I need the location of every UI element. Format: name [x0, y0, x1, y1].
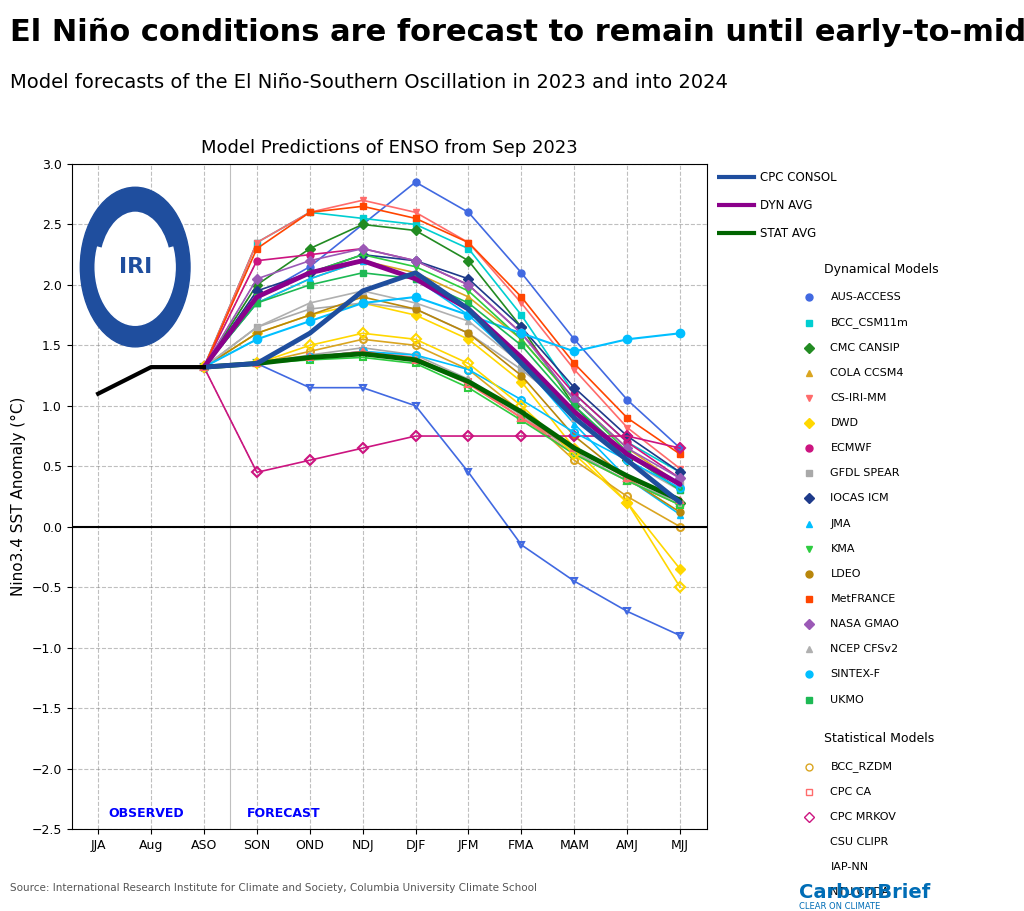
Text: IAP-NN: IAP-NN	[830, 862, 868, 872]
Text: SINTEX-F: SINTEX-F	[830, 670, 881, 680]
Text: STAT AVG: STAT AVG	[760, 227, 816, 240]
Text: GFDL SPEAR: GFDL SPEAR	[830, 468, 900, 478]
Text: DWD: DWD	[830, 418, 858, 428]
Text: El Niño conditions are forecast to remain until early-to-mid 2024: El Niño conditions are forecast to remai…	[10, 17, 1024, 47]
Text: CMC CANSIP: CMC CANSIP	[830, 343, 900, 353]
Text: NTU CODA: NTU CODA	[830, 887, 890, 897]
Text: IOCAS ICM: IOCAS ICM	[830, 494, 889, 504]
Text: Statistical Models: Statistical Models	[824, 732, 935, 745]
Text: CSU CLIPR: CSU CLIPR	[830, 837, 889, 847]
Text: COLA CCSM4: COLA CCSM4	[830, 368, 904, 378]
Text: KMA: KMA	[830, 544, 855, 554]
Text: BCC_CSM11m: BCC_CSM11m	[830, 317, 908, 328]
Y-axis label: Nino3.4 SST Anomaly (°C): Nino3.4 SST Anomaly (°C)	[11, 397, 26, 596]
Text: BCC_RZDM: BCC_RZDM	[830, 762, 893, 773]
Text: NASA GMAO: NASA GMAO	[830, 619, 899, 630]
Text: CPC CA: CPC CA	[830, 787, 871, 797]
Text: LDEO: LDEO	[830, 568, 861, 578]
Text: Source: International Research Institute for Climate and Society, Columbia Unive: Source: International Research Institute…	[10, 883, 538, 893]
Text: CarbonBrief: CarbonBrief	[799, 883, 930, 902]
Text: MetFRANCE: MetFRANCE	[830, 594, 896, 604]
Text: AUS-ACCESS: AUS-ACCESS	[830, 292, 901, 302]
Title: Model Predictions of ENSO from Sep 2023: Model Predictions of ENSO from Sep 2023	[201, 138, 578, 157]
Text: OBSERVED: OBSERVED	[108, 807, 183, 820]
Text: ECMWF: ECMWF	[830, 444, 872, 453]
Text: CLEAR ON CLIMATE: CLEAR ON CLIMATE	[799, 902, 880, 911]
Text: JMA: JMA	[830, 518, 851, 528]
Text: DYN AVG: DYN AVG	[760, 199, 812, 211]
Text: Dynamical Models: Dynamical Models	[824, 263, 939, 276]
Text: CS-IRI-MM: CS-IRI-MM	[830, 393, 887, 403]
Text: NCEP CFSv2: NCEP CFSv2	[830, 644, 899, 654]
Text: CPC CONSOL: CPC CONSOL	[760, 170, 837, 184]
Text: CPC MRKOV: CPC MRKOV	[830, 812, 896, 822]
Text: FORECAST: FORECAST	[247, 807, 321, 820]
Text: Model forecasts of the El Niño-Southern Oscillation in 2023 and into 2024: Model forecasts of the El Niño-Southern …	[10, 74, 728, 92]
Text: UKMO: UKMO	[830, 694, 864, 704]
